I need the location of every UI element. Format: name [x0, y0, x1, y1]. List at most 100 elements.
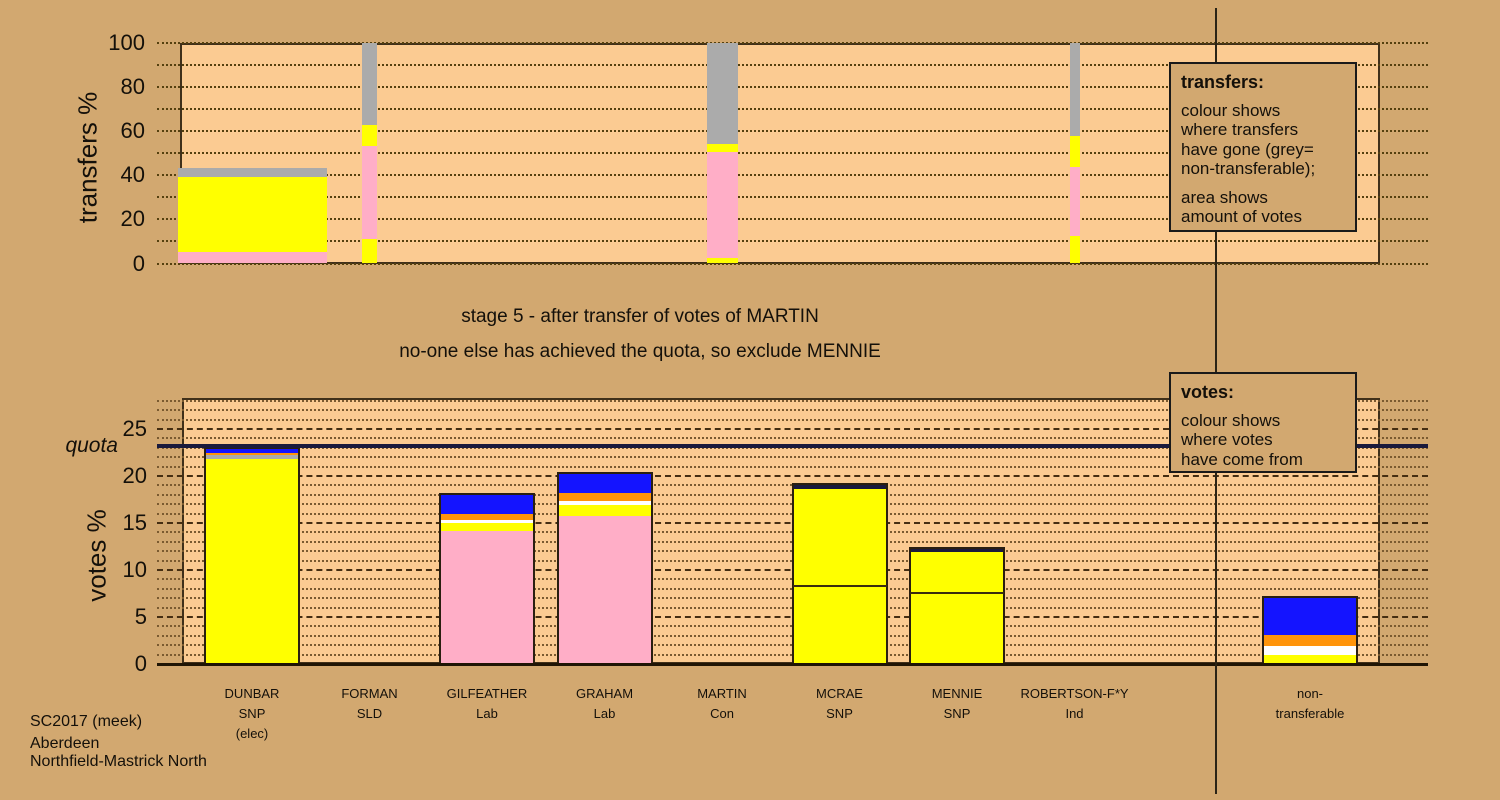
segment-navy-MENNIE: [910, 548, 1004, 553]
segment-yellow-FORMAN: [362, 125, 377, 147]
gridline-90: [157, 64, 1428, 67]
gridline-30: [157, 196, 1428, 199]
segment-yellow-FORMAN: [362, 238, 377, 264]
segment-grey-DUNBAR: [205, 455, 299, 460]
segment-blue-non-transferable: [1263, 597, 1357, 635]
votes-tick-10: 10: [122, 557, 147, 582]
candidate-label-graham: GRAHAM: [575, 686, 634, 701]
votes-legend: votes: colour shows where votes have com…: [1169, 372, 1357, 473]
segment-yellow-ROBERTSON-F*Y: [1069, 235, 1080, 264]
segment-yellow-MARTIN: [706, 257, 738, 264]
transfers-tick-20: 20: [120, 206, 145, 232]
votes-tick-20: 20: [122, 463, 147, 488]
segment-blue-GRAHAM: [557, 473, 652, 493]
segment-navy-MCRAE: [792, 484, 887, 490]
segment-grey-FORMAN: [362, 43, 377, 126]
segment-pink-GILFEATHER: [440, 531, 534, 664]
transfers-tick-100: 100: [108, 30, 145, 55]
legend-line: amount of votes: [1181, 207, 1302, 226]
candidate-label-forman: FORMAN: [341, 686, 398, 701]
transfers-tick-0: 0: [132, 250, 145, 276]
gridline-22: [157, 456, 1428, 459]
bar-GRAHAM: [556, 472, 653, 665]
votes-tick-25: 25: [122, 416, 147, 442]
gridline-20: [157, 218, 1428, 221]
bar-MCRAE: [791, 483, 888, 665]
votes-tick-5: 5: [134, 604, 147, 629]
gridline-50: [157, 152, 1428, 155]
segment-white-non-transferable: [1263, 646, 1357, 655]
bar-divider-MCRAE: [792, 584, 887, 587]
transfers-tick-60: 60: [120, 118, 145, 144]
votes-tick-15: 15: [122, 510, 147, 535]
transfers-tick-80: 80: [120, 74, 145, 100]
legend-line: where votes: [1181, 430, 1273, 449]
gridline-24: [157, 437, 1428, 440]
legend-line: colour shows: [1181, 100, 1281, 120]
transfers-legend-title: transfers:: [1181, 72, 1265, 92]
votes-x-axis: [157, 663, 1428, 666]
segment-orange-non-transferable: [1263, 634, 1357, 647]
gridline-10: [157, 240, 1428, 243]
segment-yellow-MARTIN: [706, 143, 738, 153]
election-ward: Northfield-Mastrick North: [30, 753, 207, 770]
gridline-25: [157, 428, 1428, 431]
transfers-tick-40: 40: [120, 162, 145, 188]
segment-pink-ROBERTSON-F*Y: [1069, 166, 1080, 236]
candidate-label-gilfeather: GILFEATHER: [446, 686, 528, 701]
segment-yellow-DUNBAR: [177, 176, 327, 253]
candidate-label-non: non-: [1296, 686, 1324, 701]
candidate-label-gilfeather: Lab: [476, 706, 498, 721]
legend-line: colour shows: [1181, 410, 1281, 430]
segment-yellow-GRAHAM: [557, 505, 652, 517]
segment-yellow-GILFEATHER: [440, 523, 534, 532]
segment-yellow-MENNIE: [910, 552, 1004, 664]
segment-blue-GILFEATHER: [440, 493, 534, 514]
votes-legend-title: votes:: [1181, 382, 1235, 402]
bar-MENNIE: [909, 547, 1005, 665]
gridline-26: [157, 418, 1428, 421]
segment-pink-GRAHAM: [557, 516, 652, 664]
candidate-label-graham: Lab: [593, 706, 616, 721]
candidate-label-dunbar: SNP: [238, 706, 266, 721]
legend-line: have gone (grey=: [1181, 139, 1314, 159]
gridline-40: [157, 174, 1428, 177]
gridline-28: [157, 399, 1428, 402]
votes-axis-label: votes %: [81, 509, 112, 602]
gridline-21: [157, 465, 1428, 468]
segment-yellow-MCRAE: [792, 489, 887, 664]
segment-grey-DUNBAR: [177, 168, 327, 177]
legend-line: have come from: [1181, 449, 1303, 469]
candidate-label-non: transferable: [1275, 706, 1345, 721]
legend-line: where transfers: [1181, 120, 1299, 139]
quota-line: [157, 443, 1428, 448]
legend-line: non-transferable);: [1181, 159, 1316, 178]
segment-grey-ROBERTSON-F*Y: [1069, 43, 1080, 137]
gridline-27: [157, 409, 1428, 412]
bar-divider-MENNIE: [910, 591, 1004, 594]
candidate-label-dunbar: DUNBAR: [224, 686, 280, 701]
segment-grey-MARTIN: [706, 43, 738, 144]
candidate-label-mennie: SNP: [943, 706, 971, 721]
segment-pink-FORMAN: [362, 146, 377, 239]
gridline-80: [157, 86, 1428, 89]
segment-yellow-non-transferable: [1263, 654, 1357, 664]
bar-DUNBAR: [204, 446, 300, 665]
quota-label: quota: [65, 434, 118, 457]
candidate-label-mcrae: SNP: [826, 706, 853, 721]
gridline-0: [157, 262, 1428, 265]
candidate-label-robertsonfy: Ind: [1065, 706, 1084, 721]
segment-pink-MARTIN: [706, 152, 738, 258]
transfers-axis-label: transfers %: [72, 91, 103, 224]
candidate-label-robertsonfy: ROBERTSON-F*Y: [1020, 686, 1129, 701]
transfers-legend: transfers: colour shows where transfers …: [1169, 62, 1357, 232]
candidate-label-martin: MARTIN: [697, 686, 747, 701]
segment-white-GRAHAM: [557, 501, 652, 506]
gridline-60: [157, 130, 1428, 133]
stage-subtitle: no-one else has achieved the quota, so e…: [399, 341, 881, 362]
segment-blue-DUNBAR: [205, 447, 299, 453]
election-council: Aberdeen: [30, 735, 100, 752]
votes-tick-0: 0: [134, 651, 147, 676]
segment-yellow-DUNBAR: [205, 459, 299, 664]
